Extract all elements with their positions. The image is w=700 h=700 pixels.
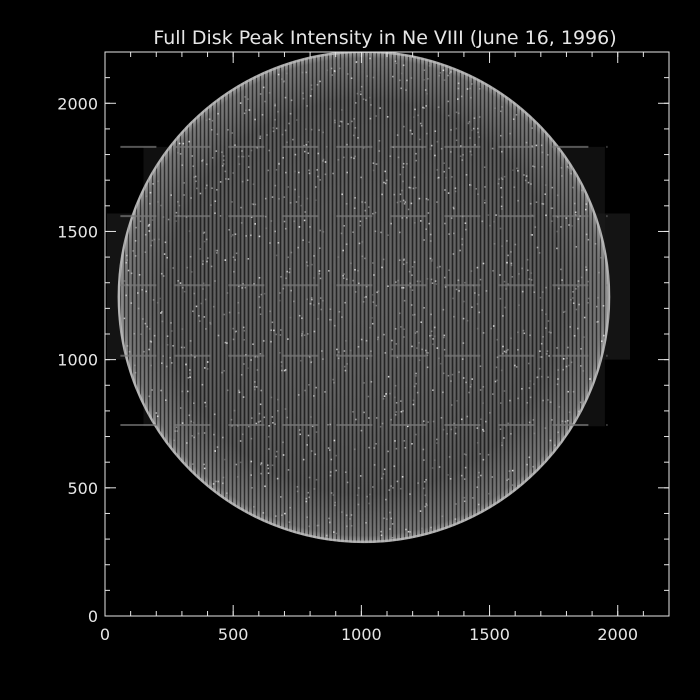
plot-axes: 0 500 1000 1500 2000 0 500 1000 1500 2000	[57, 51, 670, 644]
y-tick-label: 0	[88, 607, 98, 626]
x-tick-label: 1000	[341, 625, 382, 644]
x-tick-label: 2000	[597, 625, 638, 644]
disk-speckle	[123, 57, 605, 539]
x-tick-label: 500	[218, 625, 249, 644]
plot-title: Full Disk Peak Intensity in Ne VIII (Jun…	[153, 27, 616, 49]
solar-limb	[117, 52, 611, 544]
y-tick-label: 2000	[57, 94, 98, 113]
y-tick-label: 1000	[57, 351, 98, 370]
y-tick-label: 1500	[57, 222, 98, 241]
x-tick-label: 0	[100, 625, 110, 644]
disk-image	[107, 52, 630, 544]
y-tick-label: 500	[67, 479, 98, 498]
x-tick-label: 1500	[469, 625, 510, 644]
